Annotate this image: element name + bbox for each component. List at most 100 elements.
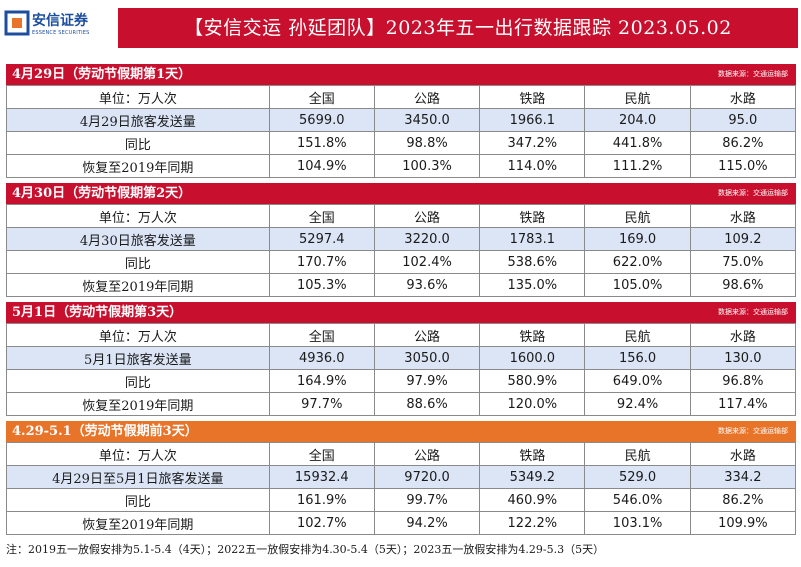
value-cell: 161.9%: [268, 488, 375, 512]
row-label-cell: 4月30日旅客发送量: [6, 227, 270, 251]
value-cell: 92.4%: [584, 392, 691, 416]
column-header-cell: 民航: [584, 85, 691, 109]
value-cell: 169.0: [584, 227, 691, 251]
row-label-cell: 恢复至2019年同期: [6, 154, 270, 178]
unit-header-cell: 单位：万人次: [6, 442, 270, 466]
unit-header-cell: 单位：万人次: [6, 204, 270, 228]
value-cell: 94.2%: [373, 511, 481, 535]
value-cell: 1966.1: [479, 108, 586, 132]
value-cell: 5349.2: [479, 465, 586, 489]
value-cell: 3450.0: [373, 108, 481, 132]
data-table: 单位：万人次 全国 公路 铁路 民航 水路 5月1日旅客发送量 4936.0 3050.0 160…: [6, 323, 797, 416]
table-row: 同比 151.8% 98.8% 347.2% 441.8% 86.2%: [6, 131, 797, 155]
column-header-row: 单位：万人次 全国 公路 铁路 民航 水路: [6, 85, 797, 109]
value-cell: 115.0%: [689, 154, 797, 178]
value-cell: 3050.0: [373, 346, 481, 370]
data-table: 单位：万人次 全国 公路 铁路 民航 水路 4月30日旅客发送量 5297.4 3220.0 17…: [6, 204, 797, 297]
value-cell: 15932.4: [268, 465, 375, 489]
value-cell: 103.1%: [584, 511, 691, 535]
section-title: 4.29-5.1（劳动节假期前3天）: [12, 424, 198, 439]
column-header-cell: 公路: [373, 323, 481, 347]
page-title: 【安信交运 孙延团队】2023年五一出行数据跟踪 2023.05.02: [118, 8, 798, 48]
data-source-note: 数据来源：交通运输部: [718, 70, 788, 78]
value-cell: 130.0: [689, 346, 797, 370]
value-cell: 100.3%: [373, 154, 481, 178]
column-header-cell: 铁路: [479, 323, 586, 347]
value-cell: 538.6%: [479, 250, 586, 274]
value-cell: 111.2%: [584, 154, 691, 178]
column-header-cell: 全国: [268, 85, 375, 109]
value-cell: 97.7%: [268, 392, 375, 416]
table-row: 恢复至2019年同期 105.3% 93.6% 135.0% 105.0% 98.6%: [6, 273, 797, 297]
value-cell: 529.0: [584, 465, 691, 489]
value-cell: 1783.1: [479, 227, 586, 251]
column-header-cell: 民航: [584, 442, 691, 466]
column-header-cell: 铁路: [479, 85, 586, 109]
value-cell: 99.7%: [373, 488, 481, 512]
logo-mark-icon: [4, 10, 30, 36]
value-cell: 97.9%: [373, 369, 481, 393]
value-cell: 93.6%: [373, 273, 481, 297]
row-label-cell: 4月29日旅客发送量: [6, 108, 270, 132]
column-header-cell: 全国: [268, 442, 375, 466]
table-row: 5月1日旅客发送量 4936.0 3050.0 1600.0 156.0 130.0: [6, 346, 797, 370]
value-cell: 104.9%: [268, 154, 375, 178]
data-section: 5月1日（劳动节假期第3天） 数据来源：交通运输部单位：万人次 全国 公路 铁路 民航 水路…: [6, 302, 797, 416]
data-section: 4月30日（劳动节假期第2天） 数据来源：交通运输部 单位：万人次 全国 公路 铁路 民航水…: [6, 183, 797, 297]
value-cell: 114.0%: [479, 154, 586, 178]
value-cell: 105.3%: [268, 273, 375, 297]
data-section: 4月29日（劳动节假期第1天） 数据来源：交通运输部单位：万人次 全国 公路 铁路 民航水…: [6, 64, 797, 178]
data-table: 单位：万人次 全国 公路 铁路 民航 水路 4月29日旅客发送量 5699.0 3450.0 19…: [6, 85, 797, 178]
column-header-cell: 民航: [584, 204, 691, 228]
column-header-cell: 公路: [373, 85, 481, 109]
value-cell: 546.0%: [584, 488, 691, 512]
column-header-cell: 铁路: [479, 442, 586, 466]
value-cell: 441.8%: [584, 131, 691, 155]
value-cell: 120.0%: [479, 392, 586, 416]
value-cell: 86.2%: [689, 131, 797, 155]
column-header-cell: 水路: [689, 323, 797, 347]
row-label-cell: 恢复至2019年同期: [6, 273, 270, 297]
value-cell: 75.0%: [689, 250, 797, 274]
value-cell: 5297.4: [268, 227, 375, 251]
value-cell: 170.7%: [268, 250, 375, 274]
value-cell: 105.0%: [584, 273, 691, 297]
column-header-cell: 公路: [373, 204, 481, 228]
value-cell: 164.9%: [268, 369, 375, 393]
table-row: 同比 161.9% 99.7% 460.9% 546.0% 86.2%: [6, 488, 797, 512]
value-cell: 88.6%: [373, 392, 481, 416]
value-cell: 151.8%: [268, 131, 375, 155]
value-cell: 649.0%: [584, 369, 691, 393]
value-cell: 4936.0: [268, 346, 375, 370]
column-header-cell: 公路: [373, 442, 481, 466]
row-label-cell: 恢复至2019年同期: [6, 511, 270, 535]
column-header-cell: 全国: [268, 323, 375, 347]
unit-header-cell: 单位：万人次: [6, 85, 270, 109]
column-header-row: 单位：万人次 全国 公路 铁路 民航 水路: [6, 204, 797, 228]
value-cell: 204.0: [584, 108, 691, 132]
value-cell: 122.2%: [479, 511, 586, 535]
table-row: 同比 170.7% 102.4% 538.6% 622.0% 75.0%: [6, 250, 797, 274]
column-header-cell: 水路: [689, 85, 797, 109]
value-cell: 580.9%: [479, 369, 586, 393]
logo-chinese-text: 安信证券: [32, 13, 88, 29]
table-row: 4月29日旅客发送量 5699.0 3450.0 1966.1 204.0 95.0: [6, 108, 797, 132]
footnote: 注：2019五一放假安排为5.1-5.4（4天）；2022五一放假安排为4.30…: [6, 543, 605, 556]
table-row: 恢复至2019年同期 97.7% 88.6% 120.0% 92.4% 117.4%: [6, 392, 797, 416]
essence-securities-logo: 安信证券 ESSENCE SECURITIES: [4, 8, 100, 42]
value-cell: 102.4%: [373, 250, 481, 274]
section-title: 5月1日（劳动节假期第3天）: [12, 305, 183, 320]
value-cell: 117.4%: [689, 392, 797, 416]
data-source-note: 数据来源：交通运输部: [718, 308, 788, 316]
data-table: 单位：万人次 全国 公路 铁路 民航 水路 4月29日至5月1日旅客发送量 15932.4 97…: [6, 442, 797, 535]
column-header-cell: 水路: [689, 442, 797, 466]
section-header: 4月30日（劳动节假期第2天） 数据来源：交通运输部: [6, 183, 796, 204]
data-source-note: 数据来源：交通运输部: [718, 189, 788, 197]
section-header: 5月1日（劳动节假期第3天） 数据来源：交通运输部: [6, 302, 796, 323]
table-row: 4月29日至5月1日旅客发送量 15932.4 9720.0 5349.2 529.0 3…: [6, 465, 797, 489]
value-cell: 109.9%: [689, 511, 797, 535]
value-cell: 98.6%: [689, 273, 797, 297]
table-row: 恢复至2019年同期 102.7% 94.2% 122.2% 103.1% 109.9%: [6, 511, 797, 535]
section-title: 4月29日（劳动节假期第1天）: [12, 67, 192, 82]
value-cell: 5699.0: [268, 108, 375, 132]
